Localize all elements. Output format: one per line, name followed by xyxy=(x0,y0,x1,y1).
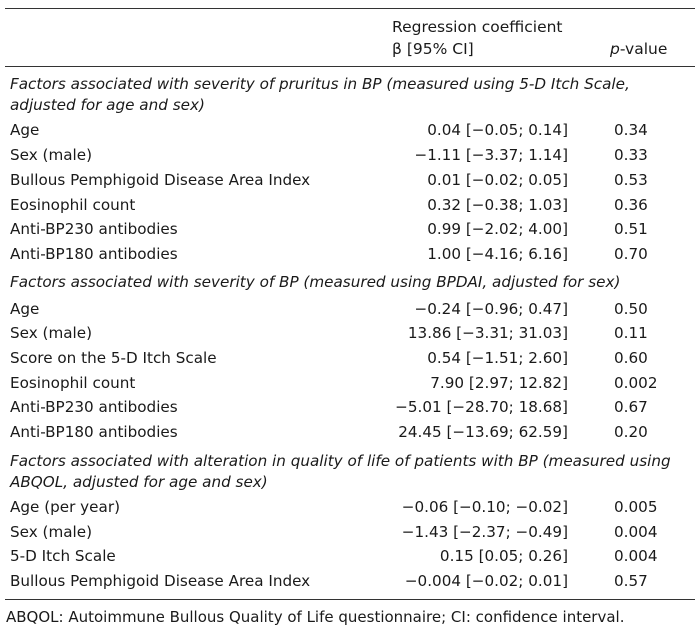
p-value: 0.004 xyxy=(614,547,658,565)
table-row: Anti-BP230 antibodies 0.99 [−2.02; 4.00]… xyxy=(0,217,700,242)
coefficient: 0.01 [−0.02; 0.05] xyxy=(427,171,568,189)
section-title-severity: Factors associated with severity of BP (… xyxy=(10,273,621,291)
table-row: Anti-BP180 antibodies 24.45 [−13.69; 62.… xyxy=(0,420,700,445)
table-row: Bullous Pemphigoid Disease Area Index 0.… xyxy=(0,168,700,193)
table-row: 5-D Itch Scale 0.15 [0.05; 0.26] 0.004 xyxy=(0,544,700,569)
table-row: Sex (male) 13.86 [−3.31; 31.03] 0.11 xyxy=(0,321,700,346)
factor-label: Score on the 5-D Itch Scale xyxy=(10,349,217,367)
table-row: Bullous Pemphigoid Disease Area Index −0… xyxy=(0,569,700,594)
factor-label: Anti-BP180 antibodies xyxy=(10,245,178,263)
table-row: Sex (male) −1.43 [−2.37; −0.49] 0.004 xyxy=(0,520,700,545)
coef-header-line1: Regression coefficient xyxy=(392,18,563,36)
factor-label: Sex (male) xyxy=(10,523,93,541)
top-rule xyxy=(5,8,695,9)
coefficient: 7.90 [2.97; 12.82] xyxy=(430,374,568,392)
p-value: 0.67 xyxy=(614,398,648,416)
p-value: 0.57 xyxy=(614,572,648,590)
p-value: 0.11 xyxy=(614,324,648,342)
table-row: Age 0.04 [−0.05; 0.14] 0.34 xyxy=(0,118,700,143)
coefficient: 0.04 [−0.05; 0.14] xyxy=(427,121,568,139)
coefficient: −1.43 [−2.37; −0.49] xyxy=(401,523,568,541)
p-value: 0.33 xyxy=(614,146,648,164)
table-row: Anti-BP180 antibodies 1.00 [−4.16; 6.16]… xyxy=(0,242,700,267)
table-footnote: ABQOL: Autoimmune Bullous Quality of Lif… xyxy=(6,608,625,626)
coefficient: 13.86 [−3.31; 31.03] xyxy=(407,324,568,342)
coefficient: −1.11 [−3.37; 1.14] xyxy=(414,146,568,164)
coefficient: 0.99 [−2.02; 4.00] xyxy=(427,220,568,238)
table-row: Score on the 5-D Itch Scale 0.54 [−1.51;… xyxy=(0,346,700,371)
header-rule xyxy=(5,66,695,67)
factor-label: Age xyxy=(10,121,40,139)
p-italic: p xyxy=(610,40,620,58)
coefficient: 0.32 [−0.38; 1.03] xyxy=(427,196,568,214)
p-value: 0.53 xyxy=(614,171,648,189)
coefficient: −0.004 [−0.02; 0.01] xyxy=(404,572,568,590)
p-value: 0.34 xyxy=(614,121,648,139)
factor-label: 5-D Itch Scale xyxy=(10,547,116,565)
table-row: Anti-BP230 antibodies −5.01 [−28.70; 18.… xyxy=(0,395,700,420)
factor-label: Bullous Pemphigoid Disease Area Index xyxy=(10,171,311,189)
table-row: Age −0.24 [−0.96; 0.47] 0.50 xyxy=(0,297,700,322)
p-value: 0.002 xyxy=(614,374,658,392)
factor-label: Bullous Pemphigoid Disease Area Index xyxy=(10,572,311,590)
coefficient: 0.54 [−1.51; 2.60] xyxy=(427,349,568,367)
table-row: Eosinophil count 7.90 [2.97; 12.82] 0.00… xyxy=(0,371,700,396)
factor-label: Age (per year) xyxy=(10,498,120,516)
section-title-quality-of-life: Factors associated with alteration in qu… xyxy=(10,452,671,491)
table-row: Age (per year) −0.06 [−0.10; −0.02] 0.00… xyxy=(0,495,700,520)
p-value: 0.20 xyxy=(614,423,648,441)
p-value-header: p-value xyxy=(610,38,667,60)
section-title-pruritus: Factors associated with severity of prur… xyxy=(10,75,630,114)
factor-label: Anti-BP230 antibodies xyxy=(10,220,178,238)
p-value: 0.70 xyxy=(614,245,648,263)
p-value: 0.51 xyxy=(614,220,648,238)
p-value: 0.60 xyxy=(614,349,648,367)
factor-label: Eosinophil count xyxy=(10,196,136,214)
p-value: 0.50 xyxy=(614,300,648,318)
p-value: 0.36 xyxy=(614,196,648,214)
coefficient: −0.06 [−0.10; −0.02] xyxy=(401,498,568,516)
coefficient: 1.00 [−4.16; 6.16] xyxy=(427,245,568,263)
factor-label: Anti-BP180 antibodies xyxy=(10,423,178,441)
factor-label: Eosinophil count xyxy=(10,374,136,392)
bottom-rule xyxy=(5,599,695,600)
coefficient: −0.24 [−0.96; 0.47] xyxy=(414,300,568,318)
coef-header-line2: β [95% CI] xyxy=(392,40,474,58)
factor-label: Age xyxy=(10,300,40,318)
p-rest: -value xyxy=(619,40,668,58)
table-row: Eosinophil count 0.32 [−0.38; 1.03] 0.36 xyxy=(0,193,700,218)
coefficient: 0.15 [0.05; 0.26] xyxy=(439,547,568,565)
p-value: 0.004 xyxy=(614,523,658,541)
factor-label: Sex (male) xyxy=(10,324,93,342)
factor-label: Anti-BP230 antibodies xyxy=(10,398,178,416)
factor-label: Sex (male) xyxy=(10,146,93,164)
coefficient: −5.01 [−28.70; 18.68] xyxy=(395,398,568,416)
p-value: 0.005 xyxy=(614,498,658,516)
table-row: Sex (male) −1.11 [−3.37; 1.14] 0.33 xyxy=(0,143,700,168)
coefficient: 24.45 [−13.69; 62.59] xyxy=(398,423,568,441)
